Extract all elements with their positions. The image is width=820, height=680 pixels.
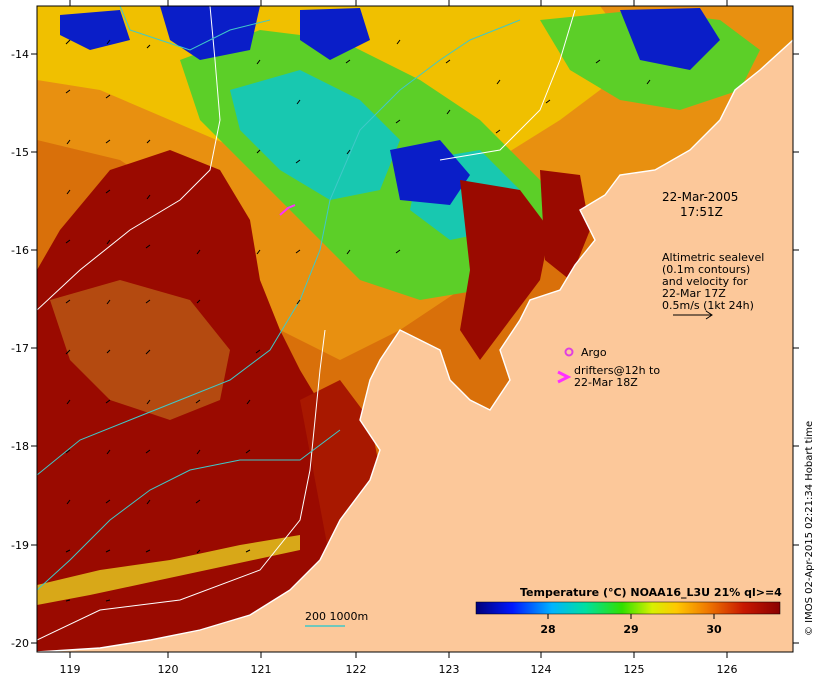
colorbar-tick-label: 30 <box>706 623 722 636</box>
isobath-1000m <box>439 9 576 161</box>
drifters-label-line: 22-Mar 18Z <box>574 376 638 389</box>
drifter-marker-legend <box>557 370 572 384</box>
sst-warm-coastal <box>200 380 380 652</box>
isobath-1000m <box>37 6 221 311</box>
image-time: 17:51Z <box>680 205 723 219</box>
argo-label: Argo <box>581 346 607 359</box>
x-axis <box>69 0 728 658</box>
y-tick-label: -18 <box>11 440 29 453</box>
x-tick-label: 124 <box>531 663 552 676</box>
y-tick-label: -15 <box>11 146 29 159</box>
sst-blue-patch <box>620 8 720 70</box>
y-tick-label: -20 <box>11 637 29 650</box>
argo-marker-legend <box>564 347 574 357</box>
y-tick-label: -17 <box>11 342 29 355</box>
x-tick-label: 121 <box>251 663 272 676</box>
sst-blue-patch <box>390 140 470 205</box>
depth-legend-label: 200 1000m <box>305 610 368 623</box>
isobath-200m <box>37 19 521 476</box>
x-tick-label: 119 <box>60 663 81 676</box>
colorbar-tick-label: 28 <box>540 623 555 636</box>
velocity-arrows <box>65 39 651 602</box>
x-tick-label: 122 <box>346 663 367 676</box>
isobath-200m <box>119 6 271 51</box>
sst-blue-patch <box>160 6 260 60</box>
sst-warm-northeast <box>460 180 550 360</box>
isobath-200m <box>37 429 341 591</box>
sst-blue-patch <box>60 10 130 50</box>
y-axis <box>31 53 799 644</box>
x-tick-label: 123 <box>439 663 460 676</box>
land-australia <box>37 40 793 652</box>
image-date: 22-Mar-2005 <box>662 190 738 204</box>
credit-label: © IMOS 02-Apr-2015 02:21:34 Hobart time <box>804 421 815 636</box>
x-tick-label: 125 <box>624 663 645 676</box>
drifters-label-line: drifters@12h to <box>574 364 660 377</box>
sealevel-note-line: 0.5m/s (1kt 24h) <box>662 299 754 312</box>
map-frame <box>36 5 794 653</box>
sealevel-note-line: (0.1m contours) <box>662 263 750 276</box>
colorbar <box>475 601 781 615</box>
y-tick-label: -19 <box>11 539 29 552</box>
drifter-track <box>279 204 296 216</box>
colorbar-title: Temperature (°C) NOAA16_L3U 21% ql>=4 <box>520 586 782 599</box>
sealevel-note-line: 22-Mar 17Z <box>662 287 726 300</box>
map-plot-area <box>37 6 793 652</box>
x-tick-label: 126 <box>717 663 738 676</box>
isobath-1000m <box>37 329 326 641</box>
sst-warm-northeast <box>540 170 590 280</box>
sst-blue-patch <box>300 8 370 60</box>
sst-brown-swirl <box>50 280 230 420</box>
y-tick-label: -14 <box>11 48 29 61</box>
velocity-scale-arrow <box>673 310 713 320</box>
y-tick-label: -16 <box>11 244 29 257</box>
coastline <box>37 39 793 652</box>
sst-orange-streak <box>37 535 300 605</box>
sealevel-note-line: and velocity for <box>662 275 748 288</box>
sealevel-note-line: Altimetric sealevel <box>662 251 764 264</box>
sst-cyan-patch <box>230 70 400 200</box>
x-tick-label: 120 <box>158 663 179 676</box>
colorbar-tick-label: 29 <box>623 623 638 636</box>
